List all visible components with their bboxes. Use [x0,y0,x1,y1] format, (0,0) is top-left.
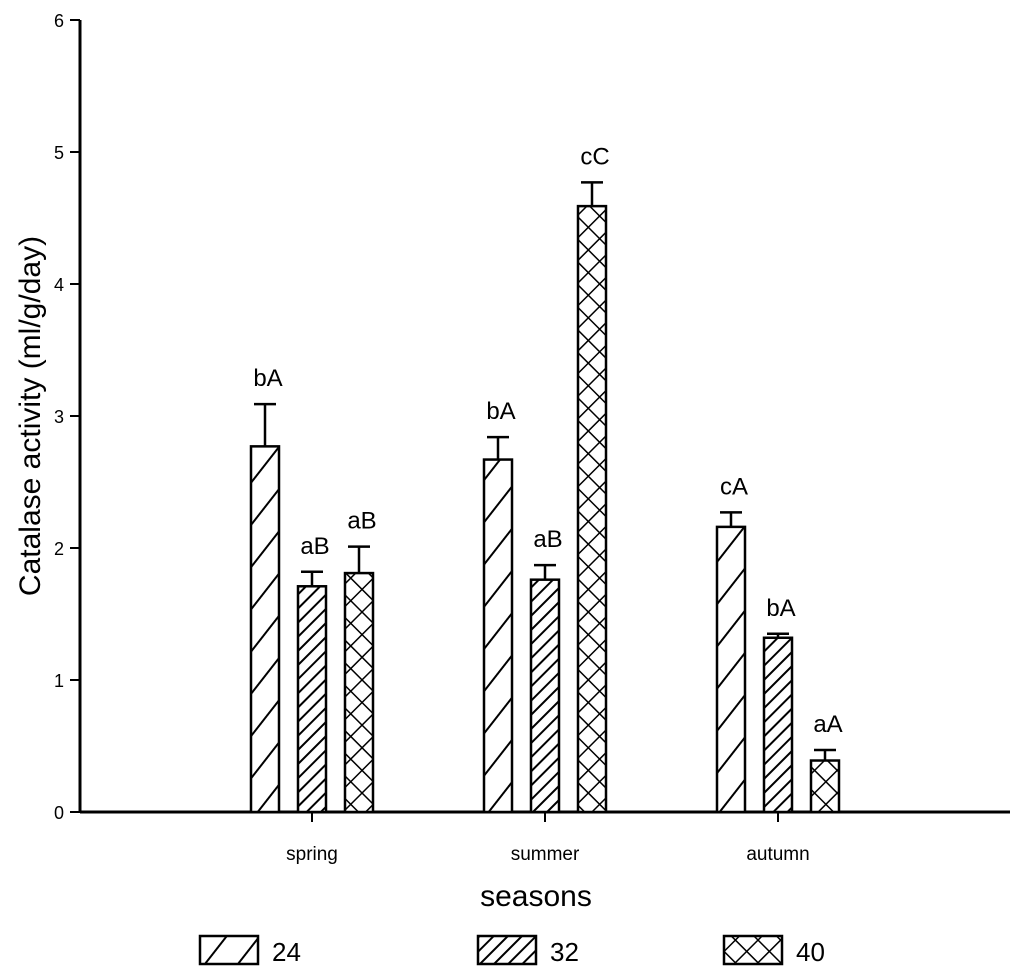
bar-labels: bA bA cA aB aB bA aB cC aA [253,143,842,738]
y-tick-label: 4 [54,275,64,295]
bar-label-autumn-32: bA [766,595,795,622]
category-label-summer: summer [511,844,580,865]
y-ticks: 0 1 2 3 4 5 6 [54,11,80,823]
bar-summer-24 [482,458,514,814]
legend-swatch-40 [722,934,784,966]
legend-swatch-32 [476,934,538,966]
bar-label-autumn-24: cA [720,473,748,500]
legend: 24 32 40 [198,934,825,967]
legend-label-40: 40 [796,937,825,967]
legend-swatch-24 [198,934,260,966]
bar-label-summer-24: bA [486,398,515,425]
y-tick-label: 1 [54,671,64,691]
bar-label-spring-24: bA [253,365,282,392]
bar-label-autumn-40: aA [813,711,842,738]
bar-label-summer-32: aB [533,526,562,553]
bar-autumn-40 [809,759,841,814]
y-tick-label: 0 [54,803,64,823]
bar-label-spring-32: aB [300,533,329,560]
y-tick-label: 2 [54,539,64,559]
legend-label-32: 32 [550,937,579,967]
bar-spring-32 [296,585,328,814]
bar-label-spring-40: aB [347,508,376,535]
x-ticks: spring summer autumn [286,812,810,865]
bar-summer-32 [529,578,561,814]
bar-spring-40 [343,571,375,814]
y-tick-label: 5 [54,143,64,163]
x-axis-title: seasons [480,880,592,913]
bars [249,204,841,814]
bar-label-summer-40: cC [580,143,609,170]
category-label-autumn: autumn [746,844,809,865]
y-axis-title: Catalase activity (ml/g/day) [14,236,47,596]
legend-label-24: 24 [272,937,301,967]
bar-autumn-24 [715,525,747,814]
bar-summer-40 [576,204,608,814]
y-tick-label: 6 [54,11,64,31]
y-tick-label: 3 [54,407,64,427]
bar-spring-24 [249,445,281,814]
error-bars [254,181,836,761]
category-label-spring: spring [286,844,338,865]
bar-autumn-32 [762,636,794,814]
